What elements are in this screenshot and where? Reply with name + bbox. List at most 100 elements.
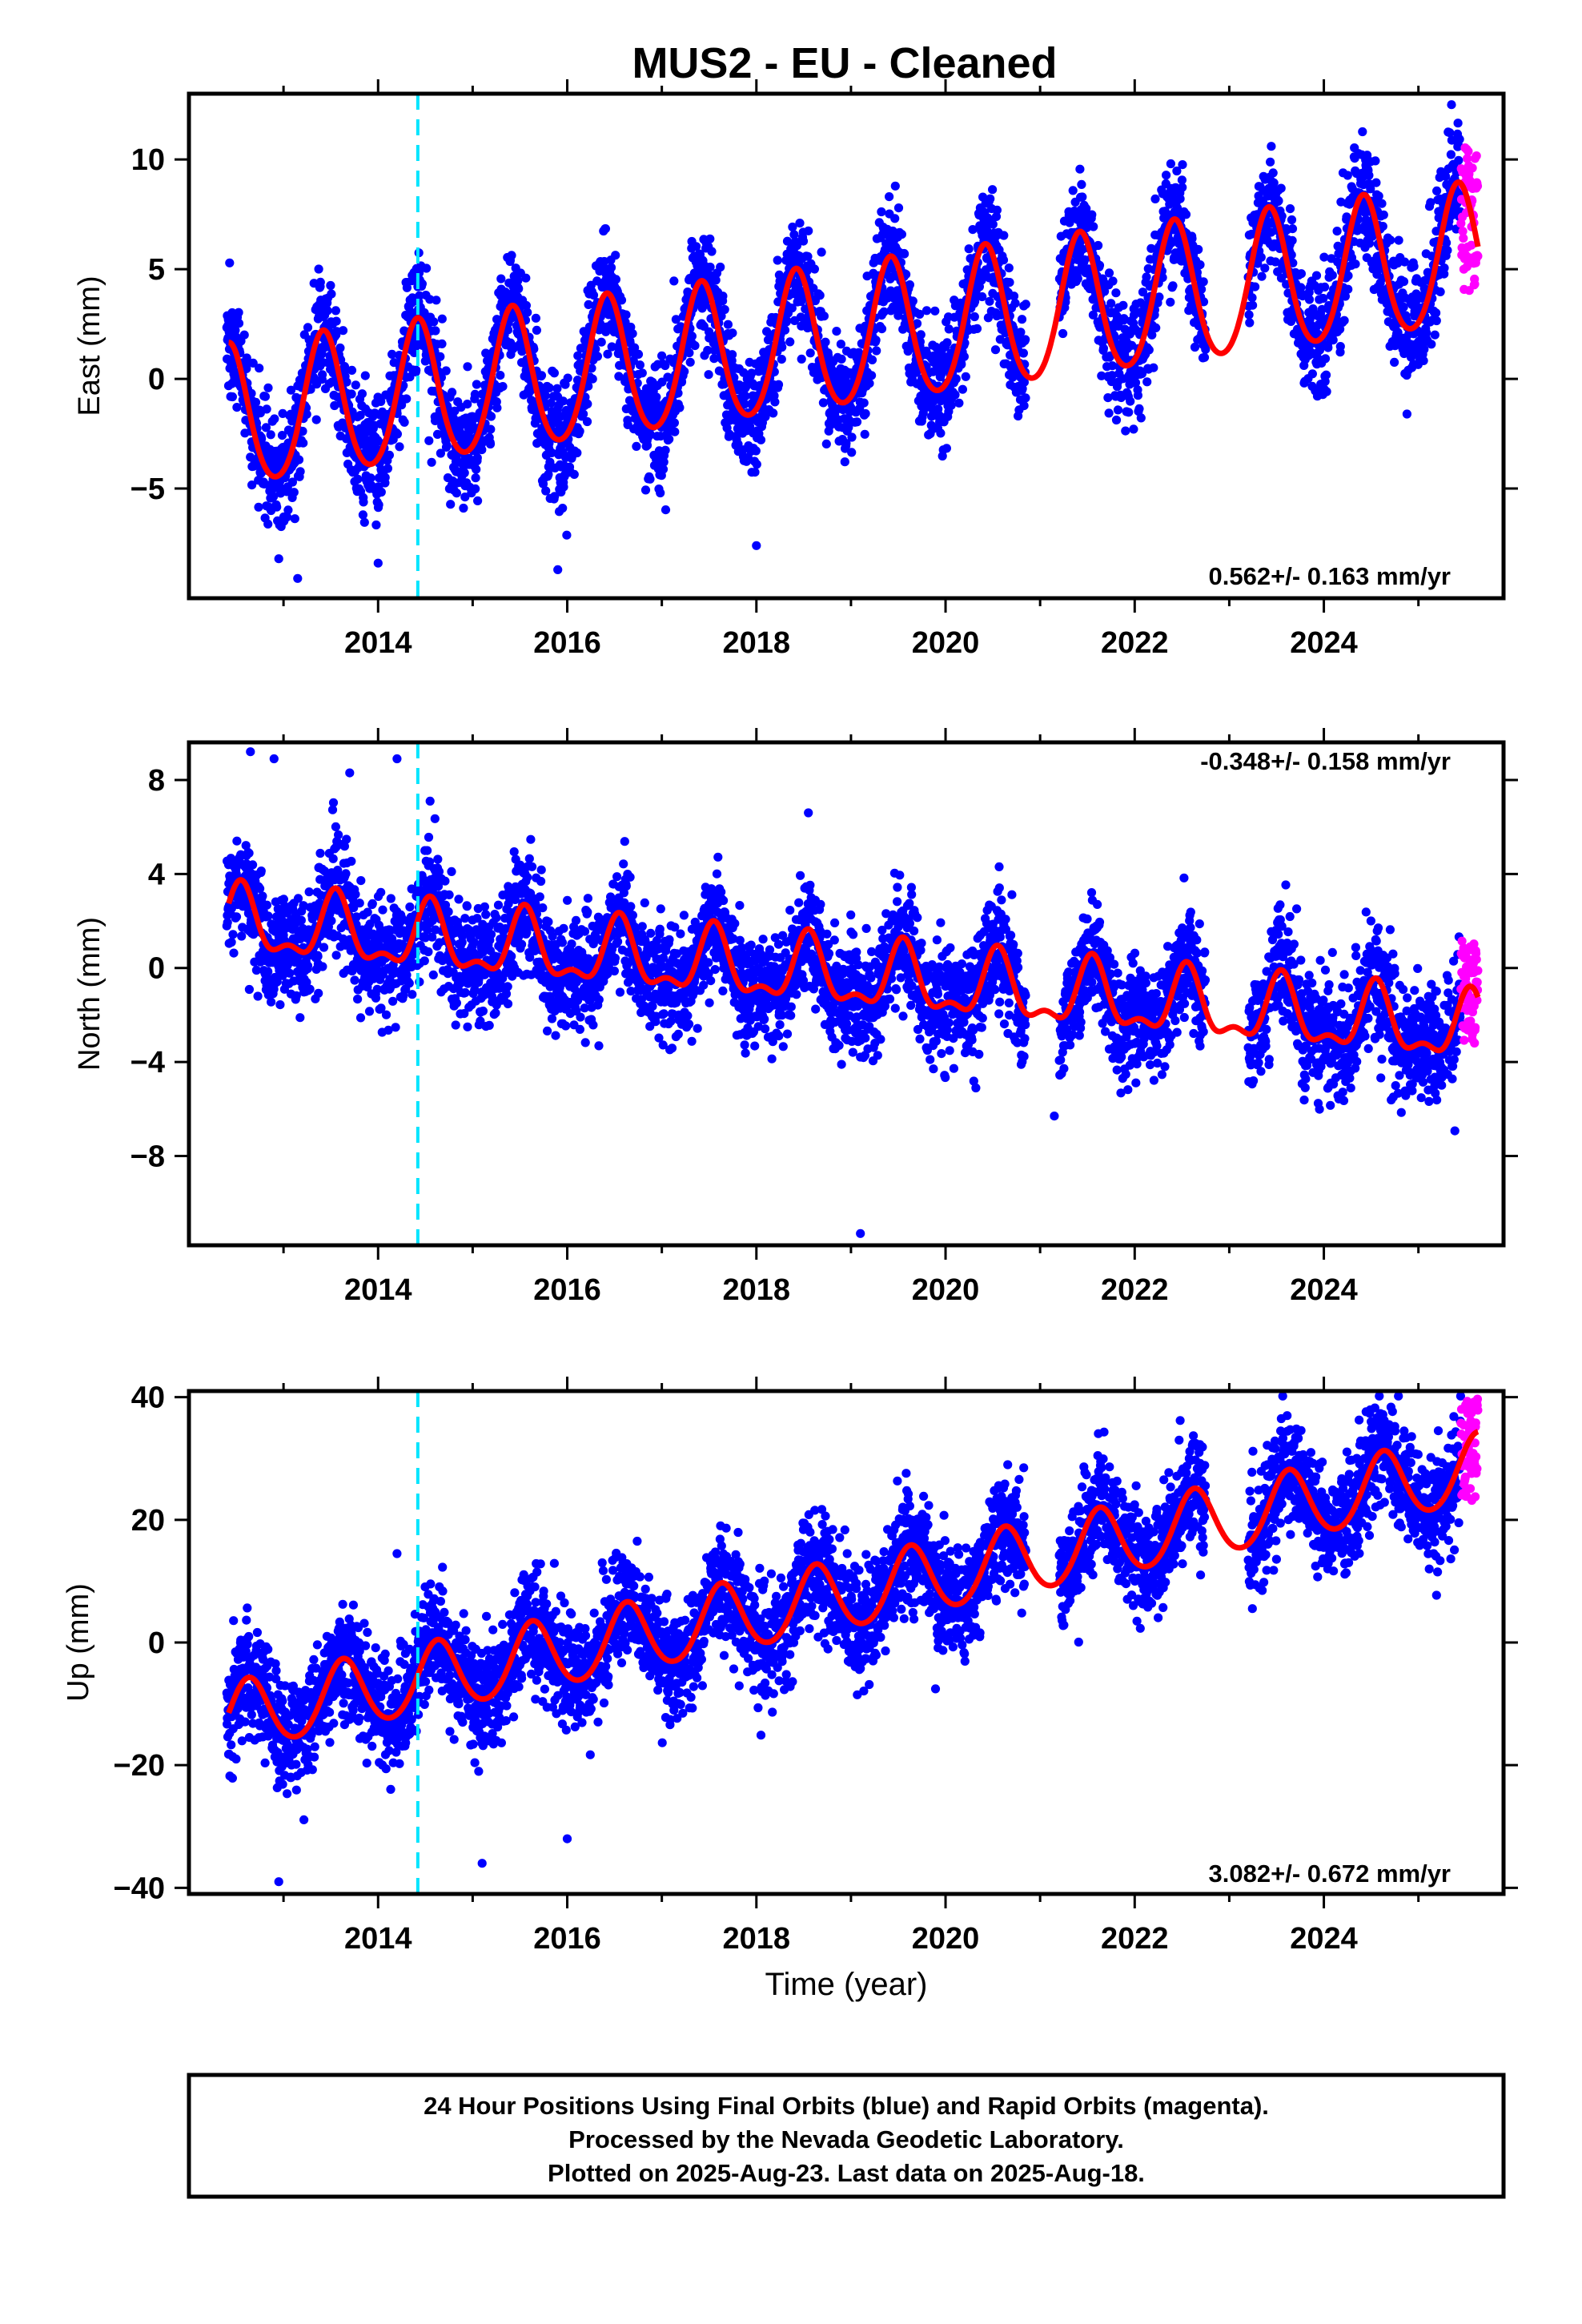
east-final-point	[1322, 387, 1331, 396]
east-final-point	[970, 312, 979, 322]
east-final-point	[477, 445, 487, 455]
east-final-point	[1248, 300, 1258, 310]
north-final-point	[295, 1013, 305, 1023]
east-final-point	[1094, 240, 1103, 251]
east-final-point	[950, 390, 960, 400]
east-final-point	[424, 436, 434, 445]
east-final-point	[652, 392, 661, 402]
east-final-point	[1149, 363, 1158, 372]
north-final-point	[253, 991, 263, 1001]
east-final-point	[1358, 127, 1367, 137]
east-final-point	[890, 214, 900, 223]
east-final-point	[819, 312, 829, 321]
east-final-point	[293, 573, 303, 583]
east-final-point	[575, 426, 584, 436]
east-final-point	[770, 397, 780, 407]
east-final-point	[785, 337, 795, 347]
east-final-point	[242, 353, 251, 363]
east-final-point	[1142, 272, 1151, 282]
east-final-point	[1443, 246, 1452, 255]
east-final-point	[373, 558, 383, 568]
east-final-point	[472, 464, 481, 474]
east-final-point	[633, 349, 644, 359]
east-final-point	[1319, 294, 1328, 304]
east-final-point	[1111, 415, 1122, 425]
east-final-point	[836, 340, 845, 349]
east-final-point	[847, 448, 857, 457]
east-final-point	[1111, 288, 1121, 298]
east-final-point	[859, 398, 869, 408]
east-final-point	[1455, 135, 1464, 144]
east-final-point	[815, 291, 825, 300]
east-final-point	[448, 388, 457, 397]
east-final-point	[552, 384, 562, 393]
east-final-point	[716, 262, 725, 272]
north-panel: 2014 2016 2018 2020 2022 2024 840−4−8 North (…	[73, 728, 1518, 1307]
east-final-point	[705, 262, 715, 272]
east-final-point	[1379, 210, 1388, 219]
east-final-point	[1435, 287, 1445, 296]
east-final-point	[958, 384, 967, 394]
east-final-point	[930, 306, 940, 316]
east-final-point	[302, 409, 311, 419]
north-final-point	[275, 1000, 285, 1010]
east-final-point	[314, 264, 323, 274]
east-final-point	[463, 400, 472, 409]
east-final-point	[1343, 171, 1352, 180]
east-final-point	[1201, 344, 1211, 354]
east-final-point	[227, 392, 237, 402]
east-final-point	[670, 427, 680, 436]
east-final-point	[675, 403, 685, 412]
east-final-point	[707, 247, 717, 256]
north-final-point	[256, 866, 266, 876]
east-final-point	[936, 428, 946, 438]
east-final-point	[777, 342, 787, 352]
east-final-point	[890, 181, 900, 191]
east-final-point	[558, 504, 568, 513]
east-final-point	[1133, 391, 1142, 400]
east-final-point	[338, 326, 348, 336]
east-final-point	[1276, 183, 1286, 193]
north-final-point	[319, 943, 329, 952]
east-final-point	[1199, 352, 1210, 362]
east-final-point	[536, 371, 547, 380]
east-final-point	[821, 337, 830, 347]
east-final-point	[852, 417, 862, 427]
north-final-point	[232, 836, 242, 846]
east-final-point	[640, 485, 651, 495]
east-final-point	[872, 346, 881, 356]
east-final-point	[1108, 276, 1118, 286]
east-final-point	[270, 414, 279, 424]
east-final-point	[773, 255, 782, 265]
east-final-point	[1019, 401, 1029, 411]
east-final-point	[752, 541, 761, 550]
east-final-point	[720, 304, 729, 315]
east-final-point	[441, 366, 451, 376]
east-final-point	[728, 350, 737, 360]
east-final-point	[234, 308, 243, 317]
east-final-point	[471, 473, 480, 483]
east-final-point	[1419, 356, 1428, 365]
east-final-point	[374, 500, 383, 509]
east-final-point	[705, 234, 715, 243]
east-final-point	[531, 313, 541, 323]
east-rapid-point	[1472, 181, 1483, 191]
east-final-point	[289, 488, 299, 497]
east-final-point	[1098, 344, 1108, 353]
east-final-point	[579, 409, 588, 419]
east-final-point	[1447, 100, 1456, 110]
east-final-point	[1320, 282, 1330, 292]
east-final-point	[1399, 277, 1409, 287]
east-rapid-point	[1473, 251, 1483, 261]
east-y-tick-label: 0	[148, 363, 165, 396]
east-final-point	[773, 380, 784, 389]
north-final-point	[248, 860, 258, 870]
east-final-point	[247, 480, 257, 490]
east-final-point	[1106, 299, 1116, 308]
east-final-point	[492, 403, 502, 412]
east-final-point	[295, 467, 305, 476]
east-final-point	[541, 486, 551, 496]
east-final-point	[1377, 199, 1387, 208]
east-final-point	[563, 373, 572, 383]
east-final-point	[422, 263, 432, 273]
